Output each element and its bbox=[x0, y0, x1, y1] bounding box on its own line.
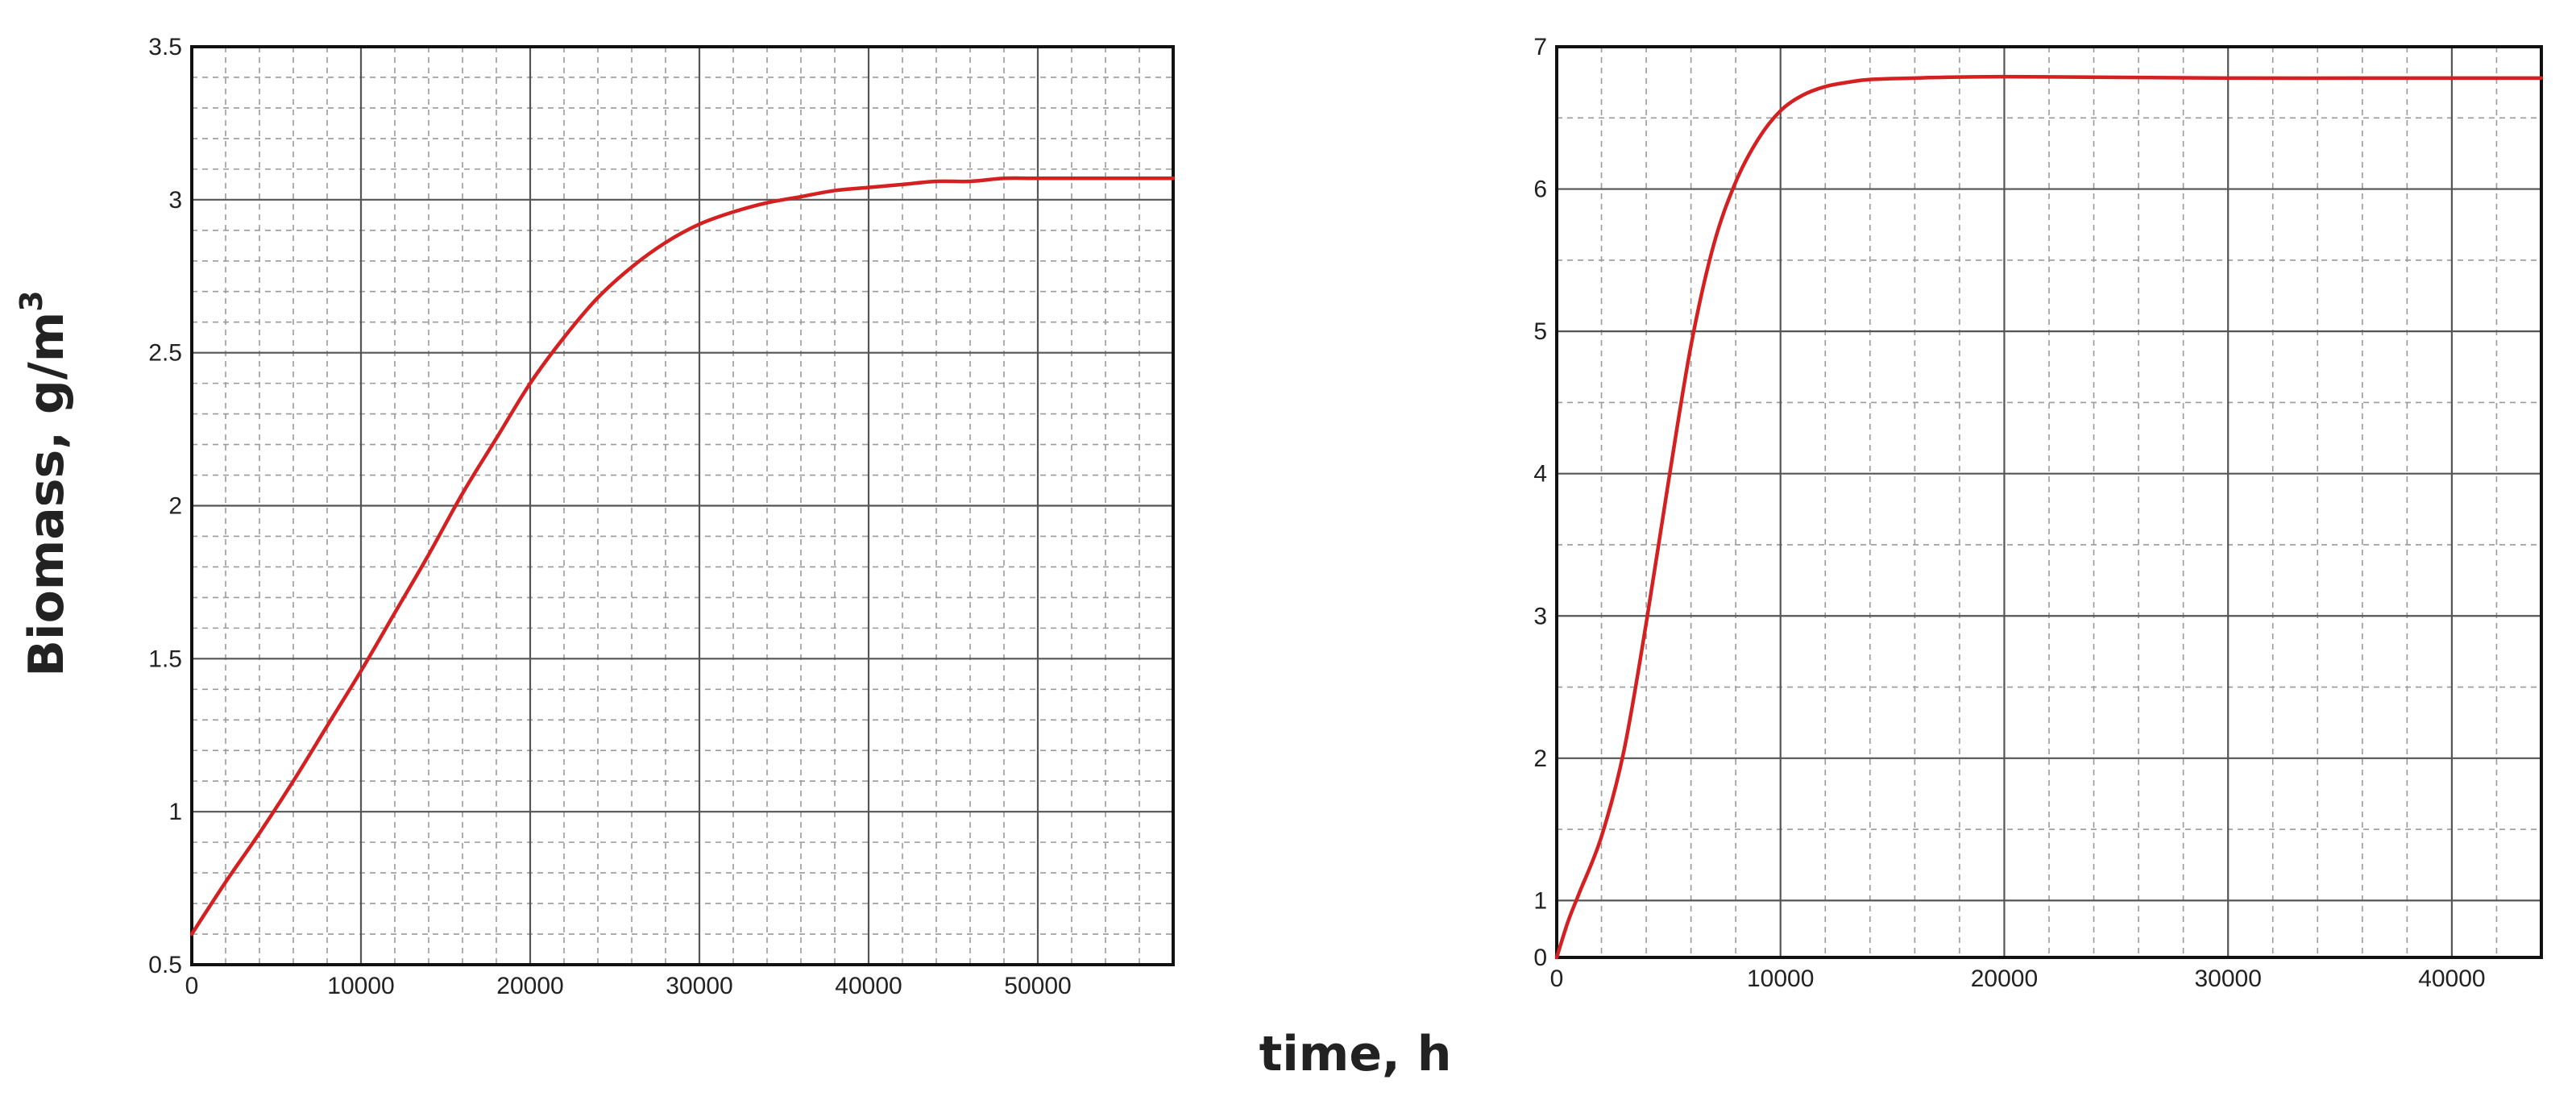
plot-frame bbox=[190, 45, 1175, 966]
right-plot: 0 10000 20000 30000 40000 1 2 3 4 5 6 7 0 bbox=[1533, 34, 2544, 992]
y-tick-label: 1.5 bbox=[148, 646, 182, 672]
x-tick-label: 20000 bbox=[1971, 965, 2038, 992]
x-tick-label: 20000 bbox=[496, 973, 563, 999]
plot-frame bbox=[1555, 45, 2543, 959]
left-plot: 0 10000 20000 30000 40000 50000 0.5 1 1.5 2 2.5 3 3.… bbox=[148, 34, 1176, 999]
y-tick-label: 4 bbox=[1533, 461, 1547, 488]
y-tick-label: 6 bbox=[1533, 176, 1547, 203]
y-tick-label: 3 bbox=[168, 187, 182, 214]
x-tick-label: 0 bbox=[185, 973, 199, 999]
x-tick-label: 40000 bbox=[835, 973, 902, 999]
y-tick-label: 0.5 bbox=[148, 952, 182, 978]
x-tick-label: 40000 bbox=[2418, 965, 2485, 992]
y-tick-label: 1 bbox=[1533, 887, 1547, 914]
x-tick-label: 50000 bbox=[1004, 973, 1071, 999]
y-tick-label: 7 bbox=[1533, 34, 1547, 60]
biomass-series-line bbox=[189, 176, 1176, 936]
x-axis-title: time, h bbox=[1259, 1026, 1452, 1082]
y-tick-label: 5 bbox=[1533, 318, 1547, 345]
y-axis-title-main: Biomass, g/m bbox=[19, 312, 75, 677]
y-tick-label-origin: 0 bbox=[1533, 945, 1547, 971]
x-tick-label: 30000 bbox=[666, 973, 732, 999]
biomass-series-line bbox=[1554, 74, 2544, 960]
y-axis-title-superscript: 3 bbox=[14, 290, 49, 311]
x-tick-label: 0 bbox=[1550, 965, 1564, 992]
y-tick-label: 2 bbox=[1533, 745, 1547, 772]
y-tick-label: 2 bbox=[168, 493, 182, 520]
y-tick-label: 2.5 bbox=[148, 340, 182, 367]
x-tick-label: 10000 bbox=[1747, 965, 1814, 992]
x-tick-label: 10000 bbox=[327, 973, 394, 999]
y-tick-label: 3.5 bbox=[148, 34, 182, 60]
y-tick-label: 3 bbox=[1533, 603, 1547, 629]
y-axis-title: Biomass, g/m3 bbox=[14, 290, 75, 676]
x-tick-label: 30000 bbox=[2194, 965, 2261, 992]
y-tick-label: 1 bbox=[168, 799, 182, 825]
